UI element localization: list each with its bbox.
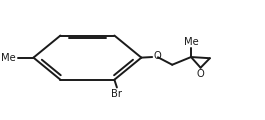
Text: O: O: [197, 69, 205, 79]
Text: Me: Me: [1, 53, 16, 63]
Text: Br: Br: [111, 89, 122, 99]
Text: O: O: [153, 51, 161, 61]
Text: Me: Me: [184, 37, 198, 47]
